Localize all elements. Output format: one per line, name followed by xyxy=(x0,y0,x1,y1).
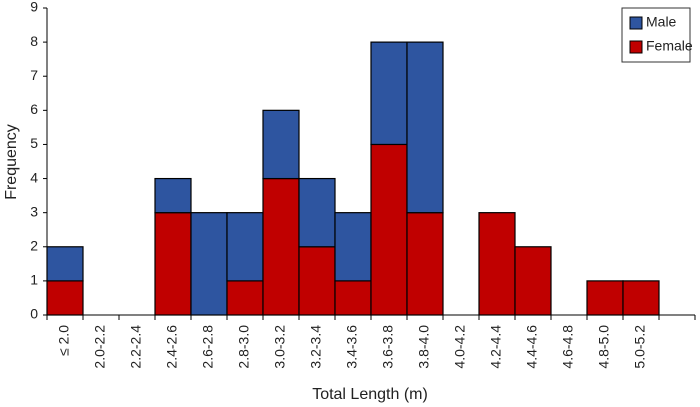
y-tick-label: 8 xyxy=(30,33,38,49)
x-tick-label: 2.4-2.6 xyxy=(164,325,180,369)
y-axis-title: Frequency xyxy=(3,124,20,200)
bar xyxy=(226,280,264,316)
bar xyxy=(586,280,624,316)
bar xyxy=(406,212,444,316)
bar xyxy=(406,41,444,214)
y-tick-label: 1 xyxy=(30,272,38,288)
bar xyxy=(46,280,84,316)
x-tick-label: 2.6-2.8 xyxy=(200,325,216,369)
x-tick-label: 3.2-3.4 xyxy=(308,325,324,369)
x-tick-label: 4.4-4.6 xyxy=(524,325,540,369)
x-tick-label: 4.2-4.4 xyxy=(488,325,504,369)
bar xyxy=(262,109,300,180)
y-tick-label: 2 xyxy=(30,237,38,253)
x-axis-title: Total Length (m) xyxy=(312,386,428,403)
bar xyxy=(514,246,552,316)
y-tick-label: 5 xyxy=(30,135,38,151)
legend-swatch xyxy=(629,40,643,54)
x-tick-label: 3.6-3.8 xyxy=(380,325,396,369)
bar xyxy=(226,212,264,282)
x-tick-label: 2.0-2.2 xyxy=(92,325,108,369)
x-tick-label: 3.8-4.0 xyxy=(416,325,432,369)
bar xyxy=(190,212,228,316)
bar xyxy=(622,280,660,316)
x-tick-label: 5.0-5.2 xyxy=(632,325,648,369)
bar xyxy=(298,246,336,316)
y-tick-label: 9 xyxy=(30,0,38,15)
x-tick-label: 3.0-3.2 xyxy=(272,325,288,369)
y-tick-label: 3 xyxy=(30,203,38,219)
x-tick-label: 4.8-5.0 xyxy=(596,325,612,369)
x-tick-label: 2.8-3.0 xyxy=(236,325,252,369)
bar xyxy=(370,143,408,316)
x-tick-label: ≤ 2.0 xyxy=(56,325,72,356)
legend-label: Male xyxy=(646,14,677,30)
x-tick-label: 2.2-2.4 xyxy=(128,325,144,369)
bar xyxy=(334,212,372,282)
y-tick-label: 4 xyxy=(30,169,38,185)
x-tick-label: 4.0-4.2 xyxy=(452,325,468,369)
legend-label: Female xyxy=(646,38,693,54)
bar xyxy=(154,177,192,214)
legend-swatch xyxy=(629,16,643,30)
bar xyxy=(154,212,192,316)
x-tick-label: 4.6-4.8 xyxy=(560,325,576,369)
bar xyxy=(334,280,372,316)
bar xyxy=(298,177,336,248)
bar xyxy=(478,212,516,316)
bar xyxy=(370,41,408,146)
y-tick-label: 0 xyxy=(30,306,38,322)
y-tick-label: 6 xyxy=(30,101,38,117)
y-tick-label: 7 xyxy=(30,67,38,83)
bar xyxy=(262,177,300,316)
x-tick-label: 3.4-3.6 xyxy=(344,325,360,369)
bar xyxy=(46,246,84,282)
